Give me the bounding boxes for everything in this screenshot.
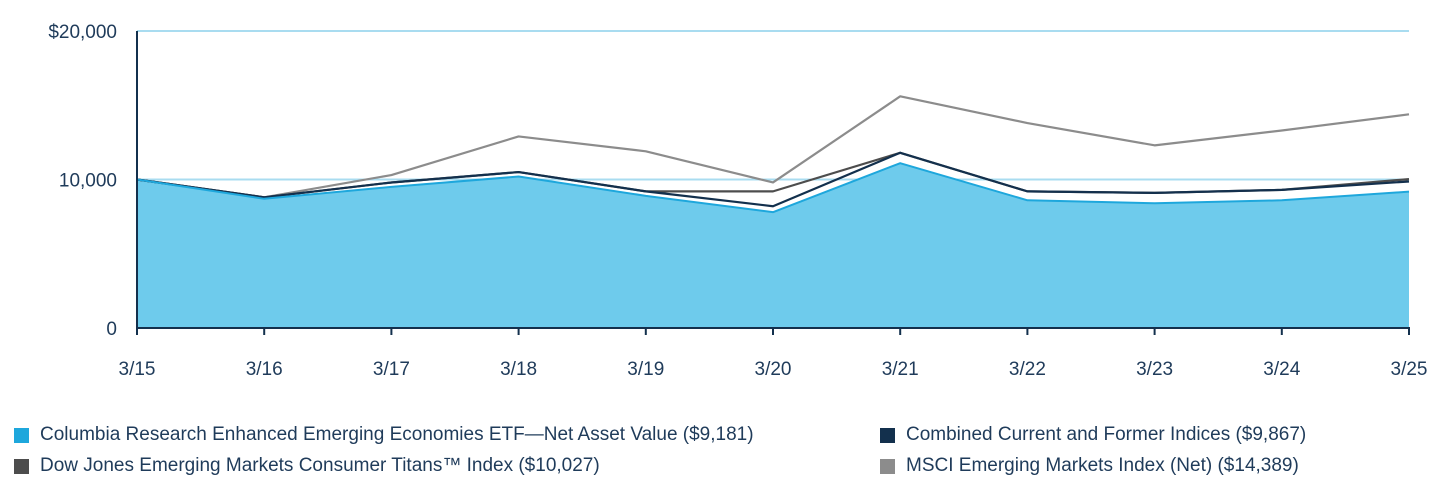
x-tick-label: 3/19 [627, 359, 664, 380]
legend-label-fund-nav: Columbia Research Enhanced Emerging Econ… [40, 424, 754, 445]
series-area-columbia-research-enhanced-emerging-economies-etf-net-asset-value [137, 163, 1409, 328]
x-tick-label: 3/20 [755, 359, 792, 380]
x-tick-labels: 3/15 3/16 3/17 3/18 3/19 3/20 3/21 3/22 3/23 3/24… [119, 359, 1428, 380]
legend-label-combined-indices: Combined Current and Former Indices ($9,… [906, 424, 1307, 445]
legend-swatch-dow-jones-titans [14, 458, 29, 474]
axes [136, 31, 1410, 335]
legend-label-msci-em: MSCI Emerging Markets Index (Net) ($14,3… [906, 455, 1299, 476]
legend-item-fund-nav: Columbia Research Enhanced Emerging Econ… [14, 424, 754, 446]
x-tick-label: 3/22 [1009, 359, 1046, 380]
legend-swatch-combined-indices [880, 427, 895, 443]
x-tick-label: 3/21 [882, 359, 919, 380]
legend-item-combined-indices: Combined Current and Former Indices ($9,… [880, 424, 1306, 446]
legend-swatch-fund-nav [14, 427, 29, 443]
x-tick-label: 3/18 [500, 359, 537, 380]
y-tick-label: $20,000 [48, 22, 117, 43]
y-tick-label: 10,000 [59, 171, 117, 192]
series-lines-layer [136, 95, 1410, 214]
line-area-chart: 010,000$20,000 3/15 3/16 3/17 3/18 3/19 3/20 3… [48, 22, 1428, 380]
x-tick-label: 3/23 [1136, 359, 1173, 380]
x-tick-label: 3/25 [1391, 359, 1428, 380]
y-tick-label: 0 [106, 319, 117, 340]
x-tick-label: 3/17 [373, 359, 410, 380]
legend-item-dow-jones-titans: Dow Jones Emerging Markets Consumer Tita… [14, 455, 600, 477]
series-line-msci-emerging-markets-index-net [136, 95, 1410, 199]
legend-label-dow-jones-titans: Dow Jones Emerging Markets Consumer Tita… [40, 455, 600, 476]
area-fill-layer [137, 163, 1409, 328]
x-tick-label: 3/15 [119, 359, 156, 380]
x-tick-label: 3/16 [246, 359, 283, 380]
legend: Columbia Research Enhanced Emerging Econ… [0, 418, 1452, 480]
y-tick-labels: 0 10,000 $20,000 [48, 22, 117, 340]
x-tick-label: 3/24 [1263, 359, 1300, 380]
legend-item-msci-em: MSCI Emerging Markets Index (Net) ($14,3… [880, 455, 1299, 477]
gridlines [137, 30, 1409, 181]
series-line-combined-current-and-former-indices [136, 151, 1410, 208]
legend-swatch-msci-em [880, 458, 895, 474]
series-line-columbia-research-enhanced-emerging-economies-etf-net-asset-value [136, 162, 1410, 214]
